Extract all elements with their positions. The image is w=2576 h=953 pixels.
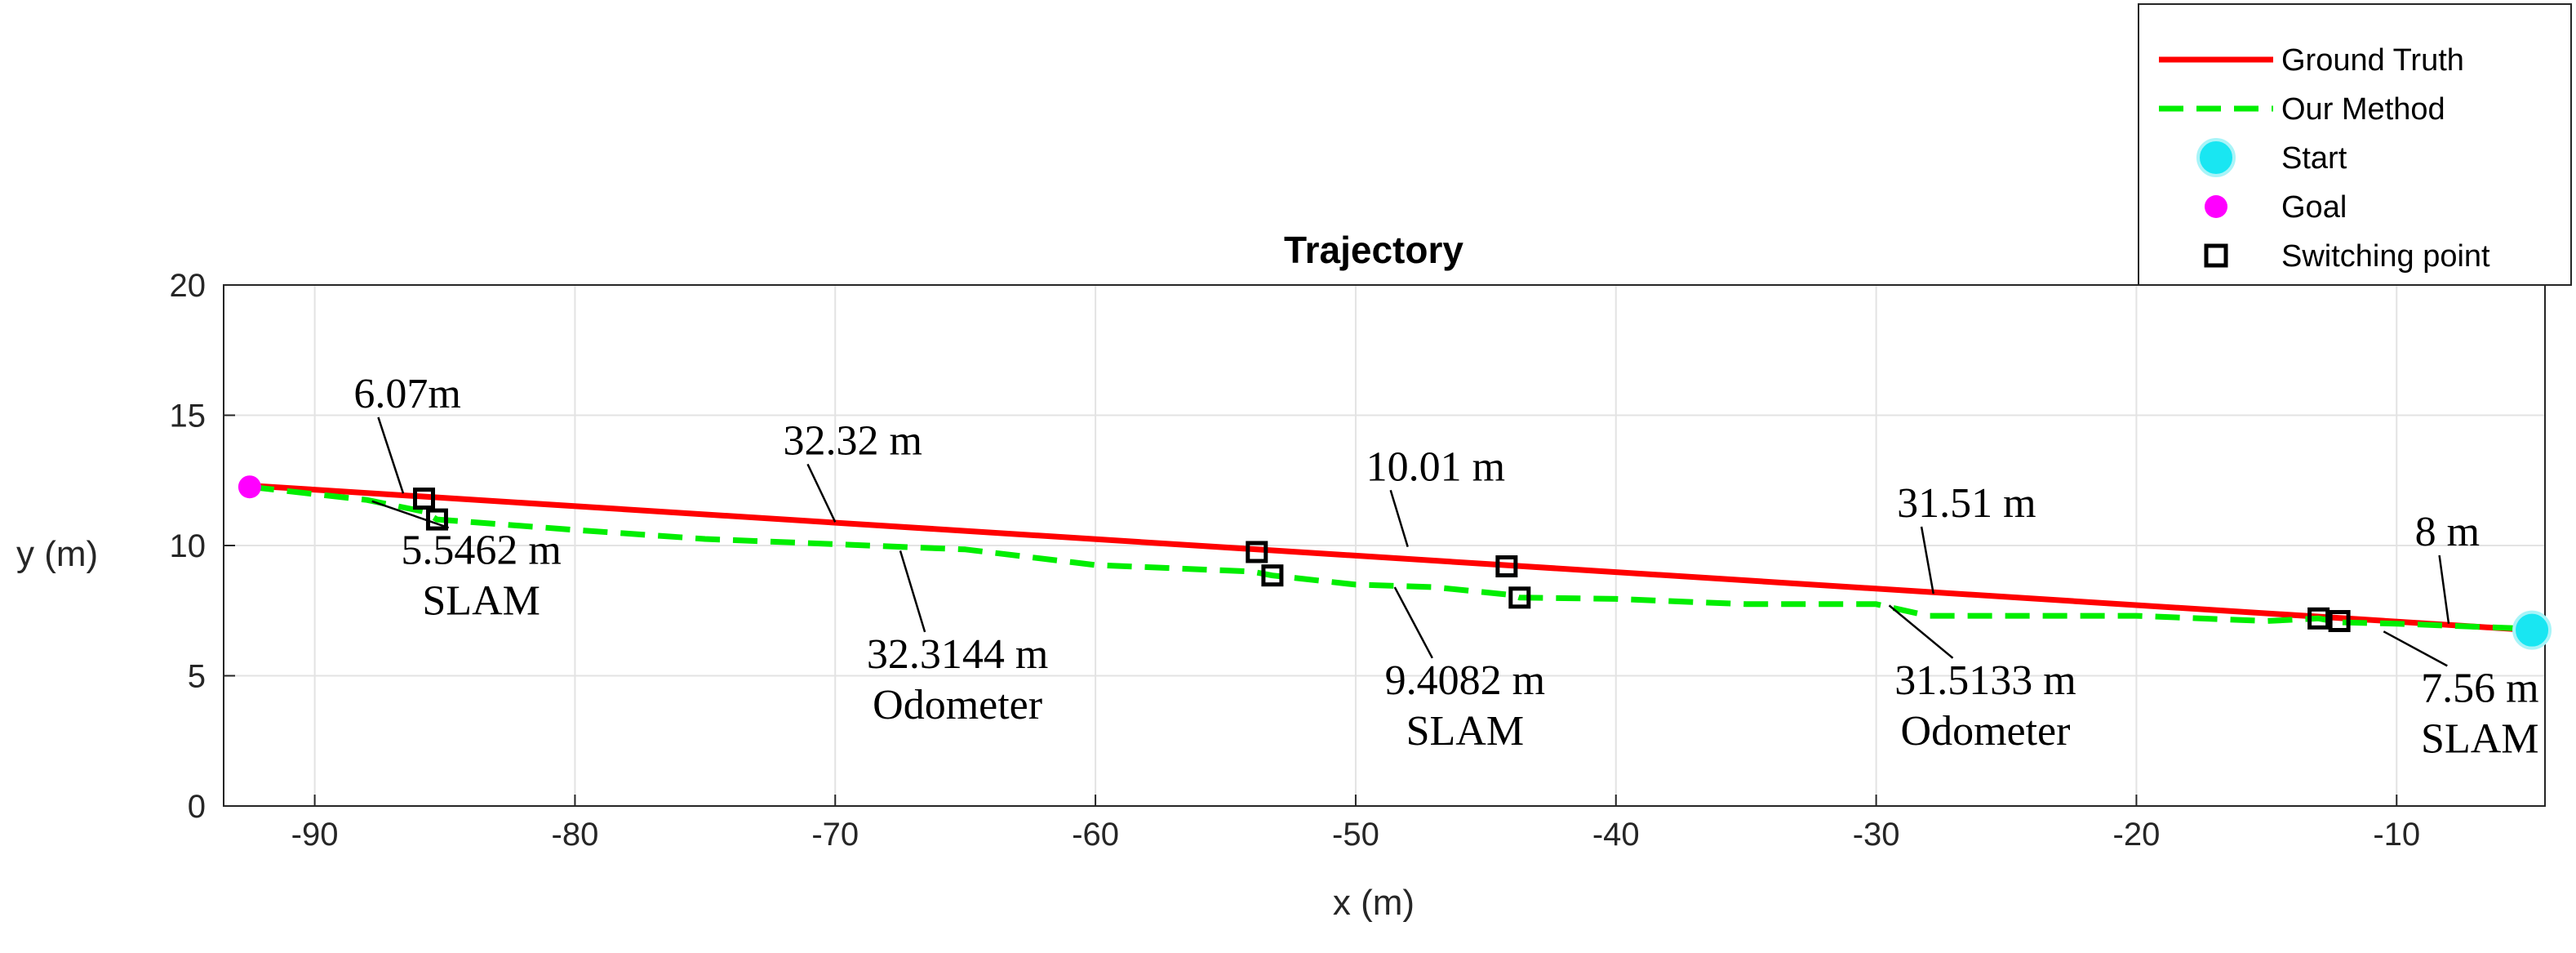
x-tick-label: -90 [291,817,339,853]
annotation-label: 31.5133 m [1894,657,2076,704]
start-marker [2512,610,2552,650]
y-tick-label: 15 [170,399,207,434]
x-tick-label: -10 [2373,817,2420,853]
annotation-leader [899,550,926,633]
annotation-leader [806,463,837,523]
annotation-label: 32.3144 m [867,631,1048,678]
y-tick-label: 5 [188,659,206,695]
switching-point-marker [2328,610,2351,633]
switching-point-marker [413,488,436,510]
annotation-leader [1393,586,1433,659]
annotation-label: 32.32 m [783,417,922,464]
x-tick-label: -40 [1592,817,1640,853]
marker-layer [238,475,2552,650]
legend-switching-marker [2204,243,2228,268]
x-tick-label: -60 [1072,817,1119,853]
annotation-label: 8 m [2415,509,2480,555]
y-tick-label: 20 [170,268,207,304]
annotation-label: 9.4082 m [1385,657,1545,704]
annotation-leader [1920,526,1934,595]
legend-start-marker [2196,138,2236,177]
switching-point-marker [1508,586,1531,609]
annotation-label: SLAM [422,577,540,624]
annotation-label: 31.51 m [1897,480,2036,527]
switching-point-marker [425,508,448,531]
legend-start-label: Start [2281,141,2347,176]
y-tick-label: 10 [170,528,207,564]
switching-point-marker [1261,564,1284,587]
annotation-leader [2438,554,2450,624]
x-tick-label: -30 [1853,817,1900,853]
y-tick-label: 0 [188,789,206,825]
annotation-leader [1888,604,1954,659]
our-method-line [249,483,2533,632]
annotation-label: 10.01 m [1366,443,1505,490]
annotation-label: 7.56 m [2421,665,2538,711]
x-tick-label: -50 [1332,817,1379,853]
annotation-label: 6.07m [353,371,460,417]
legend-our-method-label: Our Method [2281,92,2445,127]
ground-truth-line [249,483,2533,634]
goal-marker [238,475,261,499]
legend: Ground Truth Our Method Start Goal Switc… [2138,3,2572,286]
legend-goal-label: Goal [2281,190,2347,225]
annotation-label: Odometer [1901,708,2071,755]
annotation-label: SLAM [1406,708,1524,755]
annotation-leader [1389,489,1409,547]
annotation-leader [377,416,405,494]
legend-goal-marker [2205,195,2227,218]
legend-ground-truth-label: Ground Truth [2281,43,2464,78]
chart-title: Trajectory [1284,229,1463,271]
legend-switching-label: Switching point [2281,239,2490,274]
switching-point-marker [1246,541,1268,563]
x-tick-label: -80 [552,817,599,853]
annotation-label: 5.5462 m [401,527,561,573]
annotation-leader [371,500,450,529]
annotation-label: SLAM [2421,715,2538,762]
tick-labels: -90 -80 -70 -60 -50 -40 -30 -20 -10 0 5 10 15 20 [170,268,2421,853]
series-layer [249,483,2533,634]
x-tick-label: -70 [811,817,859,853]
annotation-label: Odometer [873,682,1042,728]
switching-point-marker [1495,555,1518,578]
switching-point-marker [2307,607,2330,630]
y-axis-label: y (m) [16,534,98,574]
annotation-leader [2383,630,2448,667]
x-axis-label: x (m) [1333,883,1415,923]
x-tick-label: -20 [2113,817,2161,853]
